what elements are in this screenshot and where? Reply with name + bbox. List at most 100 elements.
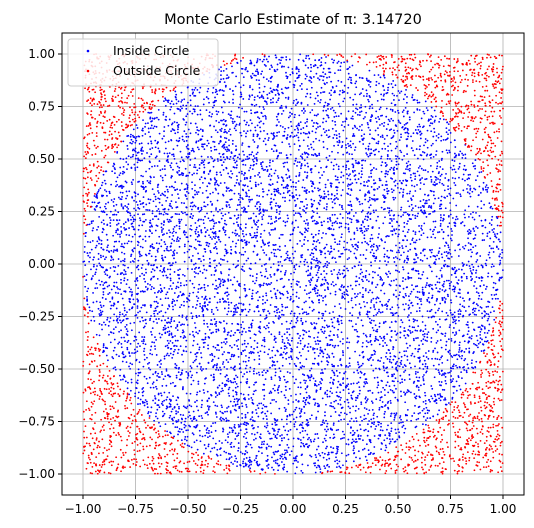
point-inside xyxy=(486,191,489,193)
point-inside xyxy=(114,185,117,188)
point-inside xyxy=(370,114,373,116)
point-inside xyxy=(251,94,254,97)
point-inside xyxy=(295,393,297,396)
point-inside xyxy=(224,141,227,144)
point-inside xyxy=(361,278,363,281)
point-inside xyxy=(249,232,251,235)
point-inside xyxy=(118,330,121,333)
point-inside xyxy=(224,85,227,88)
point-inside xyxy=(330,405,333,408)
point-inside xyxy=(126,194,129,197)
point-inside xyxy=(295,181,298,184)
point-inside xyxy=(312,76,315,78)
point-inside xyxy=(233,159,236,162)
point-inside xyxy=(240,351,243,354)
point-inside xyxy=(346,216,349,219)
point-inside xyxy=(444,300,446,303)
point-inside xyxy=(374,199,376,202)
point-inside xyxy=(277,261,280,263)
point-inside xyxy=(319,381,321,383)
point-inside xyxy=(271,364,274,366)
point-inside xyxy=(371,326,374,329)
point-inside xyxy=(153,315,156,318)
point-inside xyxy=(399,415,402,417)
point-inside xyxy=(399,325,402,328)
point-inside xyxy=(233,305,236,307)
point-inside xyxy=(128,227,130,229)
point-inside xyxy=(186,113,189,115)
point-inside xyxy=(290,347,293,350)
point-inside xyxy=(109,317,112,319)
point-inside xyxy=(313,347,316,350)
point-inside xyxy=(288,278,290,281)
point-inside xyxy=(363,225,366,228)
point-inside xyxy=(396,438,399,441)
point-inside xyxy=(307,248,309,251)
point-inside xyxy=(323,82,326,85)
point-inside xyxy=(345,117,348,120)
point-inside xyxy=(389,415,392,417)
point-inside xyxy=(255,203,258,205)
point-inside xyxy=(225,379,228,382)
point-inside xyxy=(166,396,169,398)
point-inside xyxy=(433,120,436,123)
point-inside xyxy=(331,325,334,328)
point-inside xyxy=(228,101,231,104)
point-inside xyxy=(253,99,256,101)
point-inside xyxy=(336,273,339,276)
point-inside xyxy=(444,335,446,337)
point-inside xyxy=(288,343,291,345)
point-inside xyxy=(332,168,335,171)
point-inside xyxy=(283,333,286,336)
point-inside xyxy=(253,347,255,350)
point-inside xyxy=(401,126,404,129)
point-inside xyxy=(379,124,381,126)
point-inside xyxy=(381,136,384,139)
point-inside xyxy=(292,401,295,403)
point-inside xyxy=(447,234,450,237)
point-inside xyxy=(341,141,344,143)
point-inside xyxy=(249,262,252,265)
point-inside xyxy=(261,188,264,191)
point-inside xyxy=(466,321,469,324)
point-inside xyxy=(323,282,326,285)
point-inside xyxy=(337,165,340,168)
point-inside xyxy=(453,354,455,357)
point-inside xyxy=(110,304,113,307)
point-inside xyxy=(139,159,142,162)
point-inside xyxy=(171,302,174,305)
point-inside xyxy=(294,472,297,475)
point-inside xyxy=(322,299,324,302)
point-inside xyxy=(315,221,318,223)
point-inside xyxy=(118,219,121,222)
point-inside xyxy=(422,294,425,297)
point-inside xyxy=(308,131,310,133)
point-inside xyxy=(258,171,261,174)
point-inside xyxy=(410,276,413,279)
point-inside xyxy=(283,378,286,381)
point-inside xyxy=(334,197,336,200)
point-inside xyxy=(110,259,112,262)
point-inside xyxy=(169,102,172,105)
point-inside xyxy=(257,371,260,374)
point-inside xyxy=(213,148,216,151)
point-inside xyxy=(359,182,362,185)
point-inside xyxy=(272,101,274,104)
point-inside xyxy=(282,468,285,471)
point-inside xyxy=(274,371,277,374)
point-inside xyxy=(413,185,416,188)
point-inside xyxy=(157,372,160,375)
point-inside xyxy=(331,381,334,384)
point-inside xyxy=(444,289,447,292)
point-inside xyxy=(392,189,395,192)
point-inside xyxy=(291,233,294,235)
point-inside xyxy=(91,240,94,242)
point-inside xyxy=(293,266,296,269)
point-inside xyxy=(166,331,169,333)
point-inside xyxy=(239,194,242,197)
point-inside xyxy=(262,284,265,287)
point-inside xyxy=(127,381,129,384)
point-inside xyxy=(242,462,244,465)
point-inside xyxy=(257,116,259,118)
point-inside xyxy=(351,64,354,67)
